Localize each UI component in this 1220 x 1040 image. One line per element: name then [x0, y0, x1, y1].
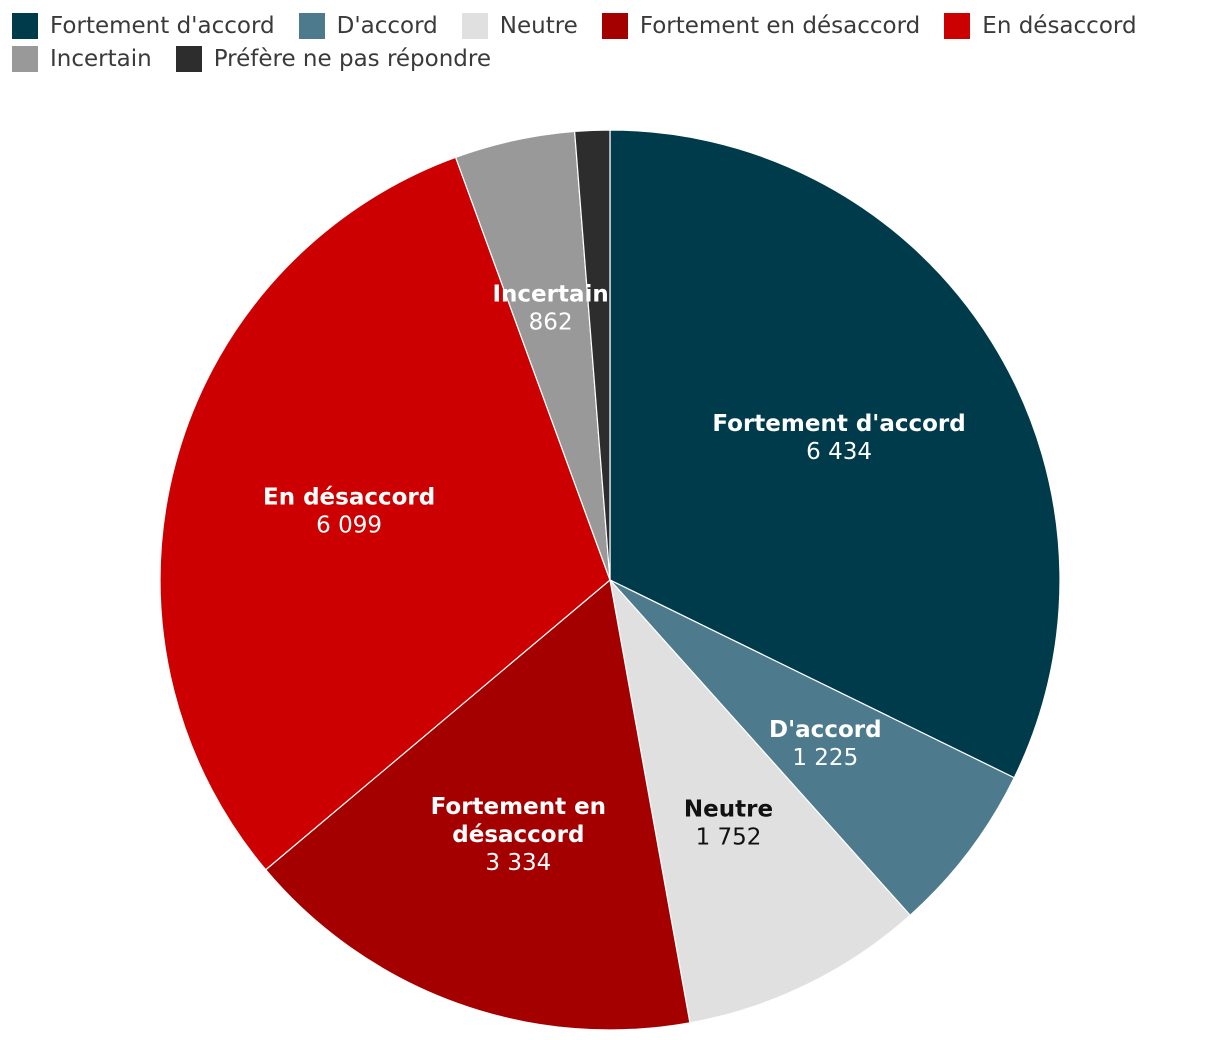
slice-label-neutre: Neutre 1 752 [684, 797, 773, 851]
pie-slice-neutre[interactable] [609, 578, 911, 1024]
pie-slice-d-accord[interactable] [609, 579, 1016, 917]
slice-label-category: D'accord [769, 717, 882, 743]
slice-label-d-accord: D'accord 1 225 [769, 717, 882, 771]
chart-legend: Fortement d'accord D'accord Neutre Forte… [12, 10, 1212, 74]
pie-slice-fortement-en-desaccord[interactable] [264, 578, 691, 1031]
slice-label-value: 862 [529, 309, 573, 335]
pie-slice-fortement-d-accord[interactable] [609, 129, 1061, 779]
legend-label: Fortement en désaccord [639, 12, 921, 39]
legend-swatch [12, 12, 38, 39]
legend-swatch [944, 12, 971, 39]
legend-swatch [298, 12, 325, 39]
slice-label-category: Fortement d'accord [712, 411, 965, 437]
slice-label-value: 6 434 [806, 439, 872, 465]
slice-label-category: désaccord [452, 822, 584, 848]
slice-label-en-desaccord: En désaccord 6 099 [263, 484, 435, 538]
legend-label: Fortement d'accord [50, 12, 275, 39]
legend-item-neutre[interactable]: Neutre [461, 10, 578, 41]
legend-item-incertain[interactable]: Incertain [12, 43, 152, 74]
slice-label-category: En désaccord [263, 484, 435, 510]
slice-label-category: Neutre [684, 797, 773, 823]
legend-item-prefere-ne-pas-repondre[interactable]: Préfère ne pas répondre [175, 43, 492, 74]
pie-slice-en-desaccord[interactable] [159, 156, 611, 871]
pie-slice-prefere-ne-pas-repondre[interactable] [573, 129, 611, 581]
slice-label-incertain: Incertain 862 [492, 281, 608, 335]
legend-item-en-desaccord[interactable]: En désaccord [944, 10, 1137, 41]
legend-item-fortement-daccord[interactable]: Fortement d'accord [12, 10, 275, 41]
slice-label-value: 3 334 [485, 850, 551, 876]
slice-label-fortement-d-accord: Fortement d'accord 6 434 [712, 411, 965, 465]
legend-swatch [601, 12, 628, 39]
slice-label-value: 1 752 [696, 825, 762, 851]
legend-label: D'accord [336, 12, 438, 39]
legend-label: Neutre [499, 12, 578, 39]
slice-label-fortement-en-desaccord: Fortement en désaccord 3 334 [431, 794, 606, 876]
slice-label-category: Incertain [492, 281, 608, 307]
legend-label: Préfère ne pas répondre [213, 45, 492, 72]
legend-item-daccord[interactable]: D'accord [298, 10, 438, 41]
legend-item-fortement-en-desaccord[interactable]: Fortement en désaccord [601, 10, 921, 41]
legend-label: En désaccord [982, 12, 1137, 39]
slice-label-category: Fortement en [431, 794, 606, 820]
legend-swatch [12, 45, 38, 72]
legend-swatch [175, 45, 202, 72]
legend-swatch [461, 12, 488, 39]
slice-label-value: 1 225 [792, 745, 858, 771]
legend-label: Incertain [50, 45, 152, 72]
slice-label-value: 6 099 [316, 512, 382, 538]
